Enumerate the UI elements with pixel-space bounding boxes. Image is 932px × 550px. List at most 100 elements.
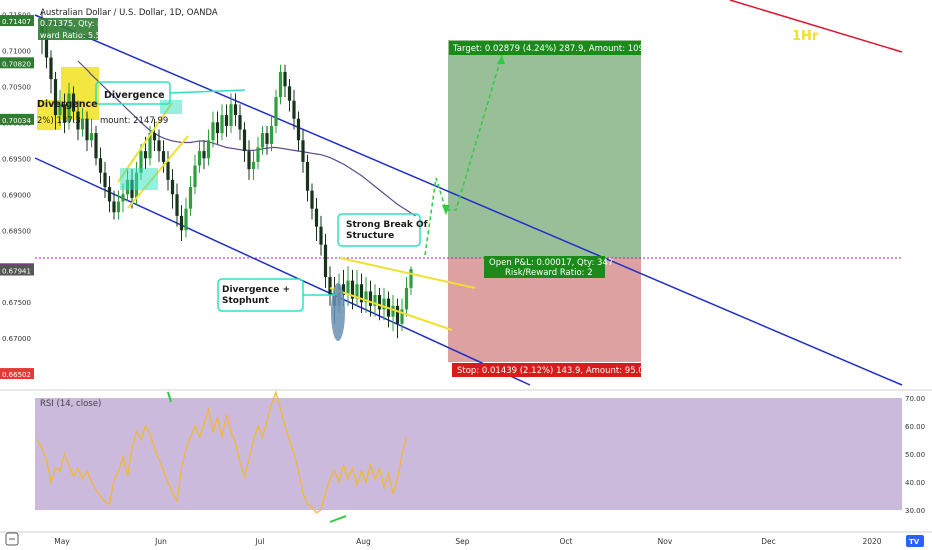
- timeframe-label: 1Hr: [792, 29, 819, 44]
- candle-body: [166, 161, 170, 180]
- candle-body: [103, 172, 107, 188]
- rsi-tick-label: 70.00: [905, 395, 925, 403]
- break-callout-box: [337, 213, 421, 247]
- candle-body: [328, 277, 332, 296]
- candle-body: [89, 133, 94, 141]
- candle: [179, 205, 184, 242]
- candle: [287, 79, 292, 112]
- candle: [220, 104, 224, 141]
- candle-body: [58, 104, 62, 116]
- candle-body: [292, 100, 296, 119]
- candle: [314, 197, 319, 242]
- candle-body: [364, 291, 368, 303]
- candle-body: [346, 280, 350, 296]
- candle-body: [278, 71, 283, 98]
- candle: [170, 169, 175, 209]
- red-trend-line: [729, 0, 903, 53]
- stophunt-ellipse: [331, 283, 345, 341]
- candle: [202, 140, 206, 170]
- candle-body: [116, 201, 121, 213]
- candle-body: [238, 115, 242, 130]
- break-label-line2: Structure: [346, 231, 394, 241]
- stray-tag-text: 0.71375, Qty: 83812: [40, 19, 122, 28]
- candle: [400, 298, 404, 332]
- projection-arrow-down: [442, 205, 450, 215]
- cyan-highlight: [120, 168, 158, 190]
- candle-body: [395, 305, 400, 324]
- divergence-label: Divergence: [104, 90, 165, 101]
- candle: [301, 129, 305, 173]
- open-pl-label: Open P&L: 0.00017, Qty: 347: [489, 258, 613, 268]
- candle: [242, 122, 247, 162]
- moving-average-line: [77, 60, 416, 217]
- candle-body: [233, 104, 238, 116]
- candle-body: [157, 140, 161, 152]
- candle: [382, 287, 386, 321]
- rsi-line: [36, 390, 408, 514]
- left-price-tag-bg: [0, 15, 34, 27]
- price-axis: 0.715000.710000.705000.700000.695000.690…: [0, 11, 34, 380]
- candle-body: [341, 284, 346, 296]
- candle-body: [139, 151, 143, 173]
- price-tick-label: 0.67500: [2, 299, 31, 307]
- candle-body: [188, 187, 193, 209]
- candle-body: [260, 133, 265, 148]
- divergence-connector: [169, 89, 246, 94]
- open-pl-bg: [484, 256, 605, 278]
- candle-body: [323, 244, 328, 278]
- candle: [148, 125, 152, 166]
- candle-body: [148, 133, 152, 159]
- time-tick-label: Jun: [154, 537, 167, 546]
- stop-label: Stop: 0.01439 (2.12%) 143.9, Amount: 95.…: [457, 366, 649, 376]
- settings-icon[interactable]: [5, 532, 19, 546]
- candle: [229, 93, 233, 134]
- left-price-tags: 0.71407 0.70820 0.70034: [0, 15, 98, 125]
- candle: [409, 266, 413, 296]
- candle-body: [377, 295, 382, 310]
- candle: [58, 89, 62, 126]
- candle: [67, 82, 71, 130]
- projection-path: [424, 54, 503, 256]
- candle: [283, 64, 287, 98]
- candle-body: [44, 32, 49, 58]
- price-marker-label: 0.66502: [2, 371, 31, 379]
- time-tick-label: May: [54, 537, 70, 546]
- rsi-divergence-line: [329, 515, 347, 523]
- candle: [53, 71, 58, 130]
- candle-body: [251, 161, 256, 170]
- candle: [296, 111, 301, 152]
- candle-body: [373, 295, 377, 306]
- candle-body: [80, 118, 85, 130]
- candle: [49, 50, 53, 94]
- candle-body: [62, 104, 67, 123]
- price-tick-label: 0.67000: [2, 335, 31, 343]
- left-partial-label-2: mount: 2147.99: [100, 116, 168, 126]
- candle-body: [391, 305, 395, 317]
- candle-body: [400, 309, 404, 324]
- candle-body: [107, 187, 112, 202]
- candle-body: [193, 165, 197, 188]
- candle-body: [112, 201, 116, 213]
- price-marker-bg: [0, 264, 34, 276]
- rsi-axis: 70.00 60.00 50.00 40.00 30.00: [905, 395, 925, 515]
- candle-body: [265, 133, 269, 144]
- candle-body: [287, 86, 292, 101]
- candle: [85, 111, 89, 152]
- candle: [350, 269, 355, 310]
- left-price-tag: 0.70820: [2, 60, 31, 68]
- candle-body: [305, 161, 310, 191]
- candle-body: [85, 118, 89, 141]
- candle-body: [67, 93, 71, 123]
- candle: [373, 284, 377, 317]
- candle-body: [224, 115, 229, 126]
- time-tick-label: Sep: [455, 537, 469, 546]
- candle: [391, 295, 395, 332]
- candle: [152, 118, 157, 152]
- candle-body: [53, 79, 58, 116]
- candle: [188, 176, 193, 216]
- candle-body: [296, 118, 301, 141]
- time-tick-label: Dec: [761, 537, 776, 546]
- candle: [260, 125, 265, 155]
- symbol-title: Australian Dollar / U.S. Dollar, 1D, OAN…: [40, 8, 218, 18]
